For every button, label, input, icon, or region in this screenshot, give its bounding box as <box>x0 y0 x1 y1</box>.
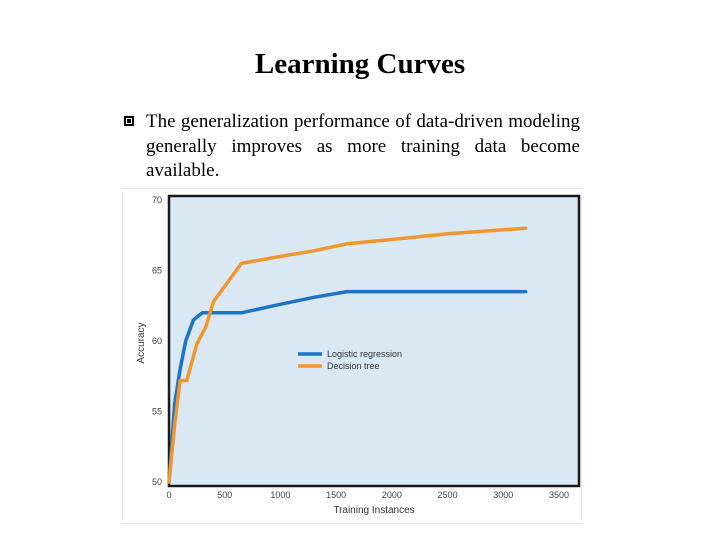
y-tick-label: 60 <box>152 336 162 346</box>
y-tick-label: 65 <box>152 266 162 276</box>
plot-area <box>167 194 581 488</box>
y-axis-label: Accuracy <box>136 322 147 363</box>
chart-svg: 0 500 1000 1500 2000 2500 3000 3500 5055606570 … <box>121 187 583 525</box>
legend-label: Decision tree <box>327 361 380 371</box>
square-bullet-icon <box>124 116 134 126</box>
series-line-decision-tree <box>167 226 528 484</box>
x-tick-label: 3000 <box>493 490 513 500</box>
series-line-logistic-regression <box>167 289 528 484</box>
slide-title: Learning Curves <box>254 48 466 80</box>
bullet-item: The generalization performance of data-d… <box>122 110 580 184</box>
x-tick-label: 500 <box>217 490 232 500</box>
y-tick-label: 70 <box>152 195 162 205</box>
x-axis-label: Training Instances <box>333 505 414 516</box>
x-tick-label: 0 <box>166 490 171 500</box>
x-tick-label: 2500 <box>438 490 458 500</box>
bullet-text: The generalization performance of data-d… <box>146 111 580 181</box>
x-tick-label: 3500 <box>549 490 569 500</box>
y-tick-label: 55 <box>152 407 162 417</box>
x-tick-label: 2000 <box>382 490 402 500</box>
x-tick-label: 1500 <box>326 490 346 500</box>
legend-label: Logistic regression <box>327 349 402 359</box>
learning-curve-chart: 0 500 1000 1500 2000 2500 3000 3500 50 55 60 65 70 … <box>121 187 583 525</box>
y-tick-label: 50 <box>152 477 162 487</box>
x-tick-label: 1000 <box>270 490 290 500</box>
